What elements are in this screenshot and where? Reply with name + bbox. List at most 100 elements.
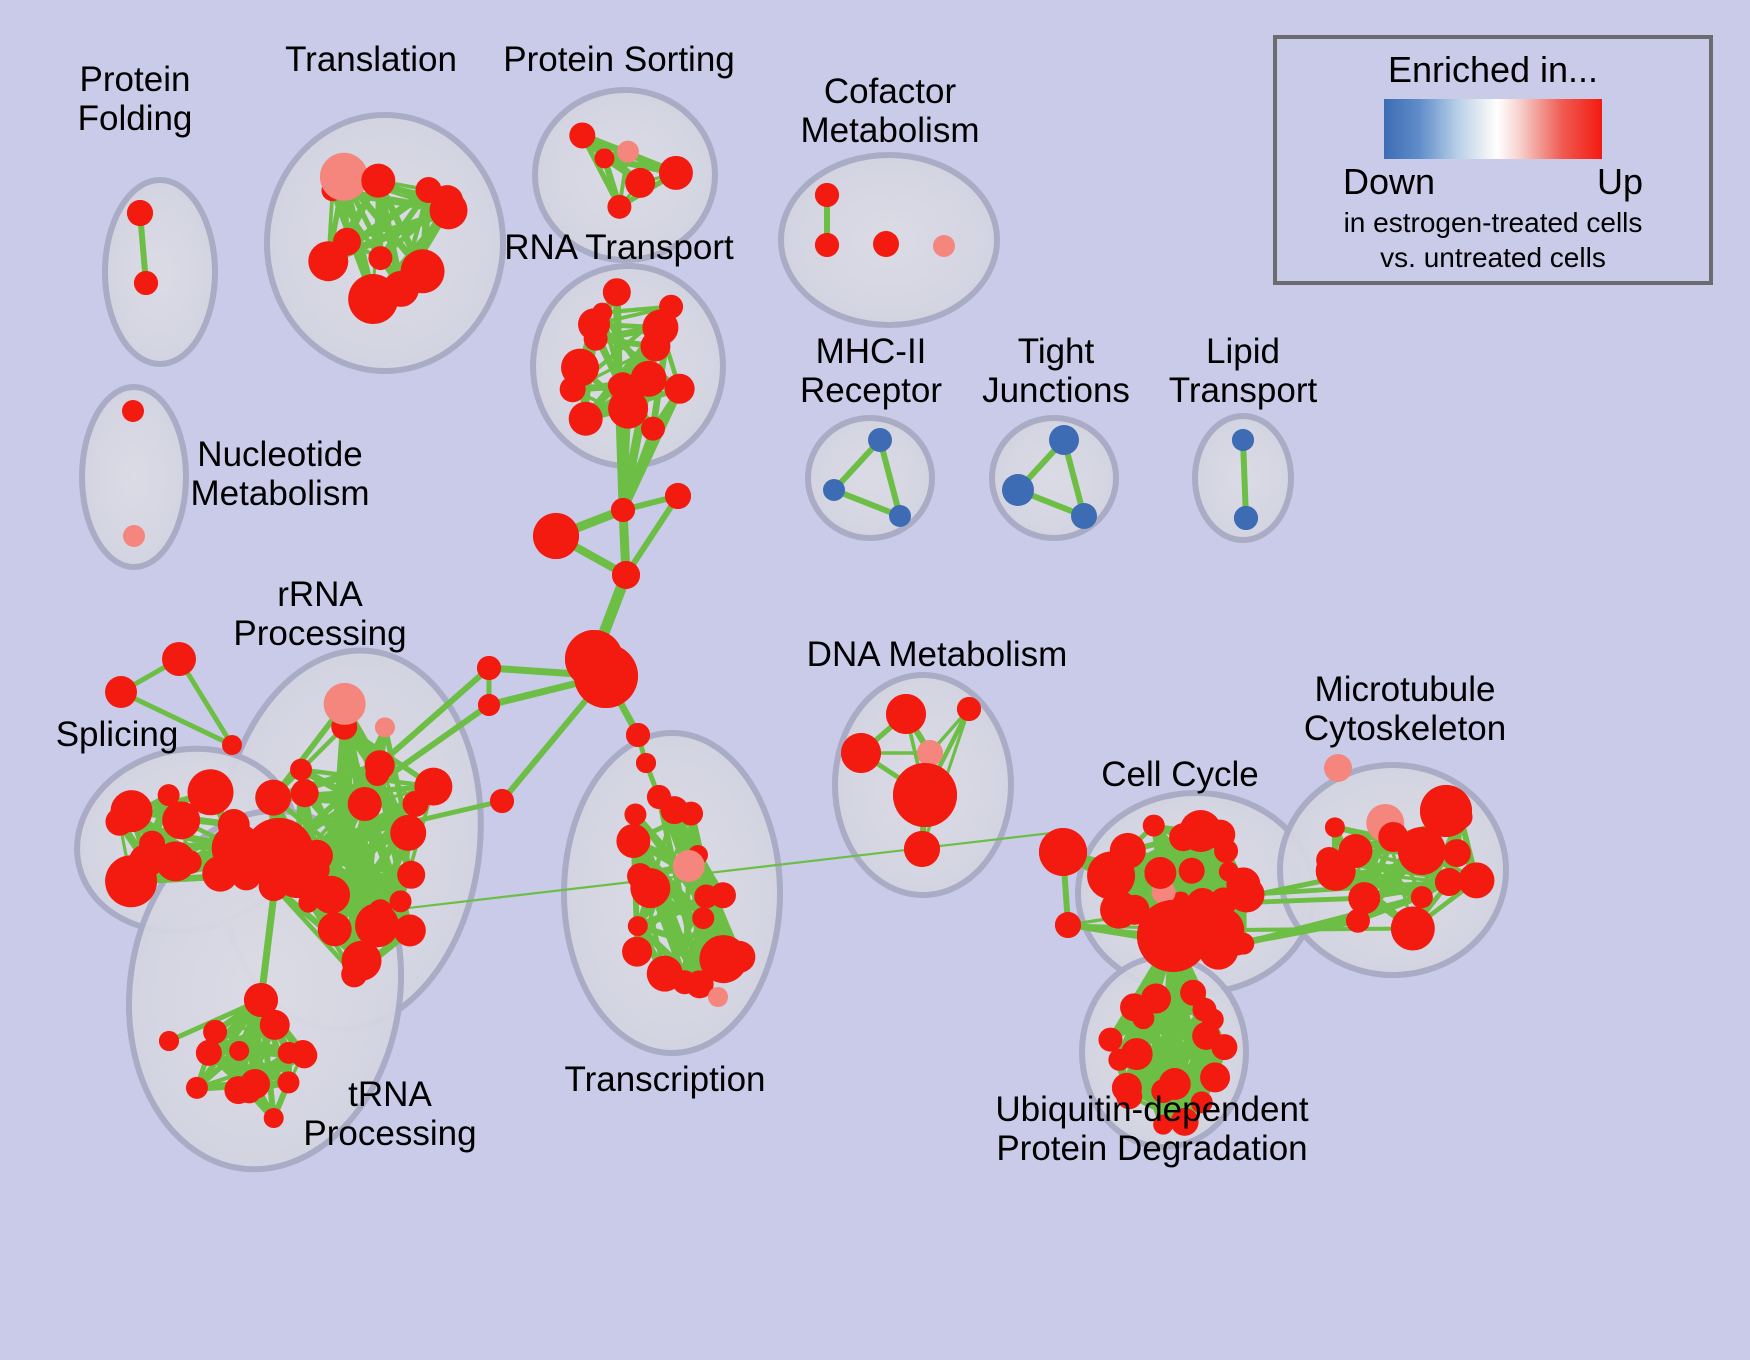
network-node (1218, 861, 1239, 882)
network-node (308, 241, 349, 282)
network-node (1144, 856, 1177, 889)
network-node (490, 789, 514, 813)
network-node (664, 373, 695, 404)
network-node (630, 868, 671, 909)
network-node (708, 987, 728, 1007)
network-node (203, 1019, 228, 1044)
network-node (868, 428, 892, 452)
network-node (815, 233, 839, 257)
network-node (1178, 857, 1205, 884)
cluster-ellipse-translation (264, 112, 506, 374)
legend-subtitle-line1: in estrogen-treated cells (1343, 207, 1643, 238)
network-edge (877, 437, 903, 519)
network-node (1153, 1114, 1174, 1135)
network-edge (620, 425, 656, 513)
network-node (1142, 814, 1165, 837)
network-node (627, 916, 648, 937)
cluster-ellipse-nucleotide-metabolism (79, 384, 189, 570)
network-node (393, 914, 426, 947)
network-node (569, 122, 596, 149)
network-node (1132, 1007, 1155, 1030)
network-node (957, 697, 981, 721)
network-node (1049, 425, 1079, 455)
network-node (1137, 900, 1209, 972)
network-node (217, 808, 250, 841)
network-node (347, 787, 382, 822)
network-node (630, 360, 667, 397)
network-node (1420, 785, 1472, 837)
network-node (312, 875, 351, 914)
network-node (1458, 862, 1495, 899)
network-node (1201, 1008, 1224, 1031)
network-node (1348, 882, 1381, 915)
network-node (1397, 826, 1446, 875)
network-node (162, 801, 201, 840)
network-node (665, 483, 691, 509)
network-node (1151, 1079, 1176, 1104)
network-node (1200, 1062, 1231, 1093)
network-node (917, 740, 943, 766)
network-node (1002, 474, 1034, 506)
network-node (291, 1042, 318, 1069)
network-node (319, 152, 368, 201)
network-node (259, 1009, 290, 1040)
legend-panel: Enriched in... Down Up in estrogen-treat… (1273, 35, 1713, 285)
network-node (1141, 983, 1172, 1014)
network-node (561, 348, 600, 387)
network-node (229, 1040, 250, 1061)
legend-title: Enriched in... (1387, 49, 1599, 90)
network-node (244, 983, 278, 1017)
network-node (823, 479, 845, 501)
network-node (187, 769, 234, 816)
network-node (429, 191, 468, 230)
network-node (222, 735, 242, 755)
legend-subtitle-line2: vs. untreated cells (1380, 242, 1606, 274)
network-node (660, 796, 689, 825)
network-node (699, 935, 748, 984)
network-node (368, 246, 393, 271)
network-node (594, 148, 615, 169)
network-node (390, 814, 427, 851)
network-node (659, 294, 684, 319)
network-node (886, 694, 926, 734)
network-node (244, 818, 314, 888)
network-node (1109, 832, 1146, 869)
network-node (123, 525, 145, 547)
network-node (1119, 894, 1150, 925)
cluster-ellipse-protein-folding (102, 177, 218, 367)
network-node (626, 723, 650, 747)
network-node (477, 656, 501, 680)
network-node (1116, 1083, 1143, 1110)
network-node (904, 831, 940, 867)
network-node (841, 733, 881, 773)
network-nodes (105, 122, 1495, 1136)
network-node (1055, 912, 1081, 938)
network-node (893, 763, 957, 827)
network-node (873, 231, 899, 257)
network-node (1232, 429, 1254, 451)
network-node (127, 200, 153, 226)
network-node (1324, 817, 1345, 838)
network-edge (118, 689, 235, 748)
network-edge (623, 493, 681, 578)
network-node (658, 155, 693, 190)
network-node (224, 1076, 253, 1105)
network-node (1234, 506, 1258, 530)
network-node (1338, 833, 1373, 868)
network-node (933, 235, 955, 257)
network-node (616, 140, 639, 163)
network-node (389, 890, 412, 913)
network-node (1390, 906, 1435, 951)
network-node (889, 505, 911, 527)
network-node (1190, 1091, 1213, 1114)
network-node (341, 961, 368, 988)
network-node (640, 416, 665, 441)
network-node (139, 830, 166, 857)
legend-color-gradient-bar (1384, 99, 1602, 159)
network-node (365, 762, 390, 787)
legend-low-label: Down (1343, 161, 1436, 202)
network-node (1324, 754, 1352, 782)
network-node (374, 717, 395, 738)
network-node (607, 374, 630, 397)
